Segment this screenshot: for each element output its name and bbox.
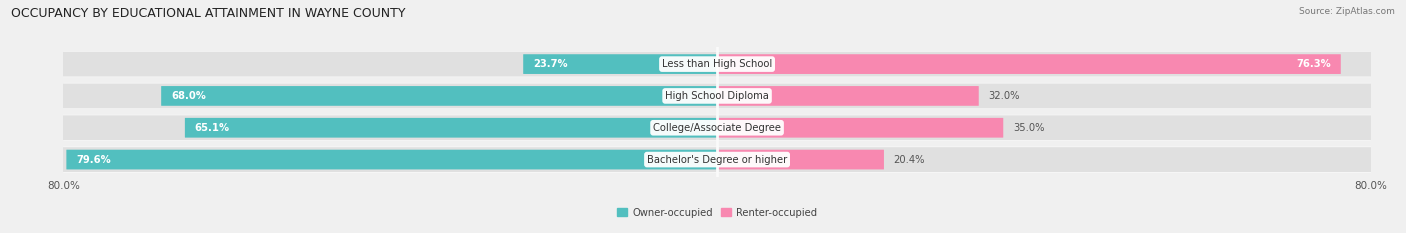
FancyBboxPatch shape — [523, 54, 717, 74]
Text: 68.0%: 68.0% — [172, 91, 207, 101]
Text: High School Diploma: High School Diploma — [665, 91, 769, 101]
FancyBboxPatch shape — [717, 86, 979, 106]
Text: 35.0%: 35.0% — [1012, 123, 1045, 133]
Text: 23.7%: 23.7% — [533, 59, 568, 69]
FancyBboxPatch shape — [63, 115, 1371, 141]
Text: 65.1%: 65.1% — [195, 123, 231, 133]
FancyBboxPatch shape — [717, 118, 1004, 138]
FancyBboxPatch shape — [63, 51, 1371, 77]
FancyBboxPatch shape — [717, 54, 1341, 74]
FancyBboxPatch shape — [63, 115, 1371, 140]
FancyBboxPatch shape — [63, 147, 1371, 173]
Legend: Owner-occupied, Renter-occupied: Owner-occupied, Renter-occupied — [613, 204, 821, 222]
Text: College/Associate Degree: College/Associate Degree — [652, 123, 782, 133]
Text: 20.4%: 20.4% — [894, 154, 925, 164]
Text: 32.0%: 32.0% — [988, 91, 1019, 101]
Text: 79.6%: 79.6% — [76, 154, 111, 164]
Text: Source: ZipAtlas.com: Source: ZipAtlas.com — [1299, 7, 1395, 16]
FancyBboxPatch shape — [162, 86, 717, 106]
FancyBboxPatch shape — [63, 52, 1371, 76]
Text: Bachelor's Degree or higher: Bachelor's Degree or higher — [647, 154, 787, 164]
Text: Less than High School: Less than High School — [662, 59, 772, 69]
Text: 76.3%: 76.3% — [1296, 59, 1331, 69]
FancyBboxPatch shape — [717, 150, 884, 169]
FancyBboxPatch shape — [66, 150, 717, 169]
Text: OCCUPANCY BY EDUCATIONAL ATTAINMENT IN WAYNE COUNTY: OCCUPANCY BY EDUCATIONAL ATTAINMENT IN W… — [11, 7, 406, 20]
FancyBboxPatch shape — [184, 118, 717, 138]
FancyBboxPatch shape — [63, 83, 1371, 108]
FancyBboxPatch shape — [63, 147, 1371, 172]
FancyBboxPatch shape — [63, 83, 1371, 109]
